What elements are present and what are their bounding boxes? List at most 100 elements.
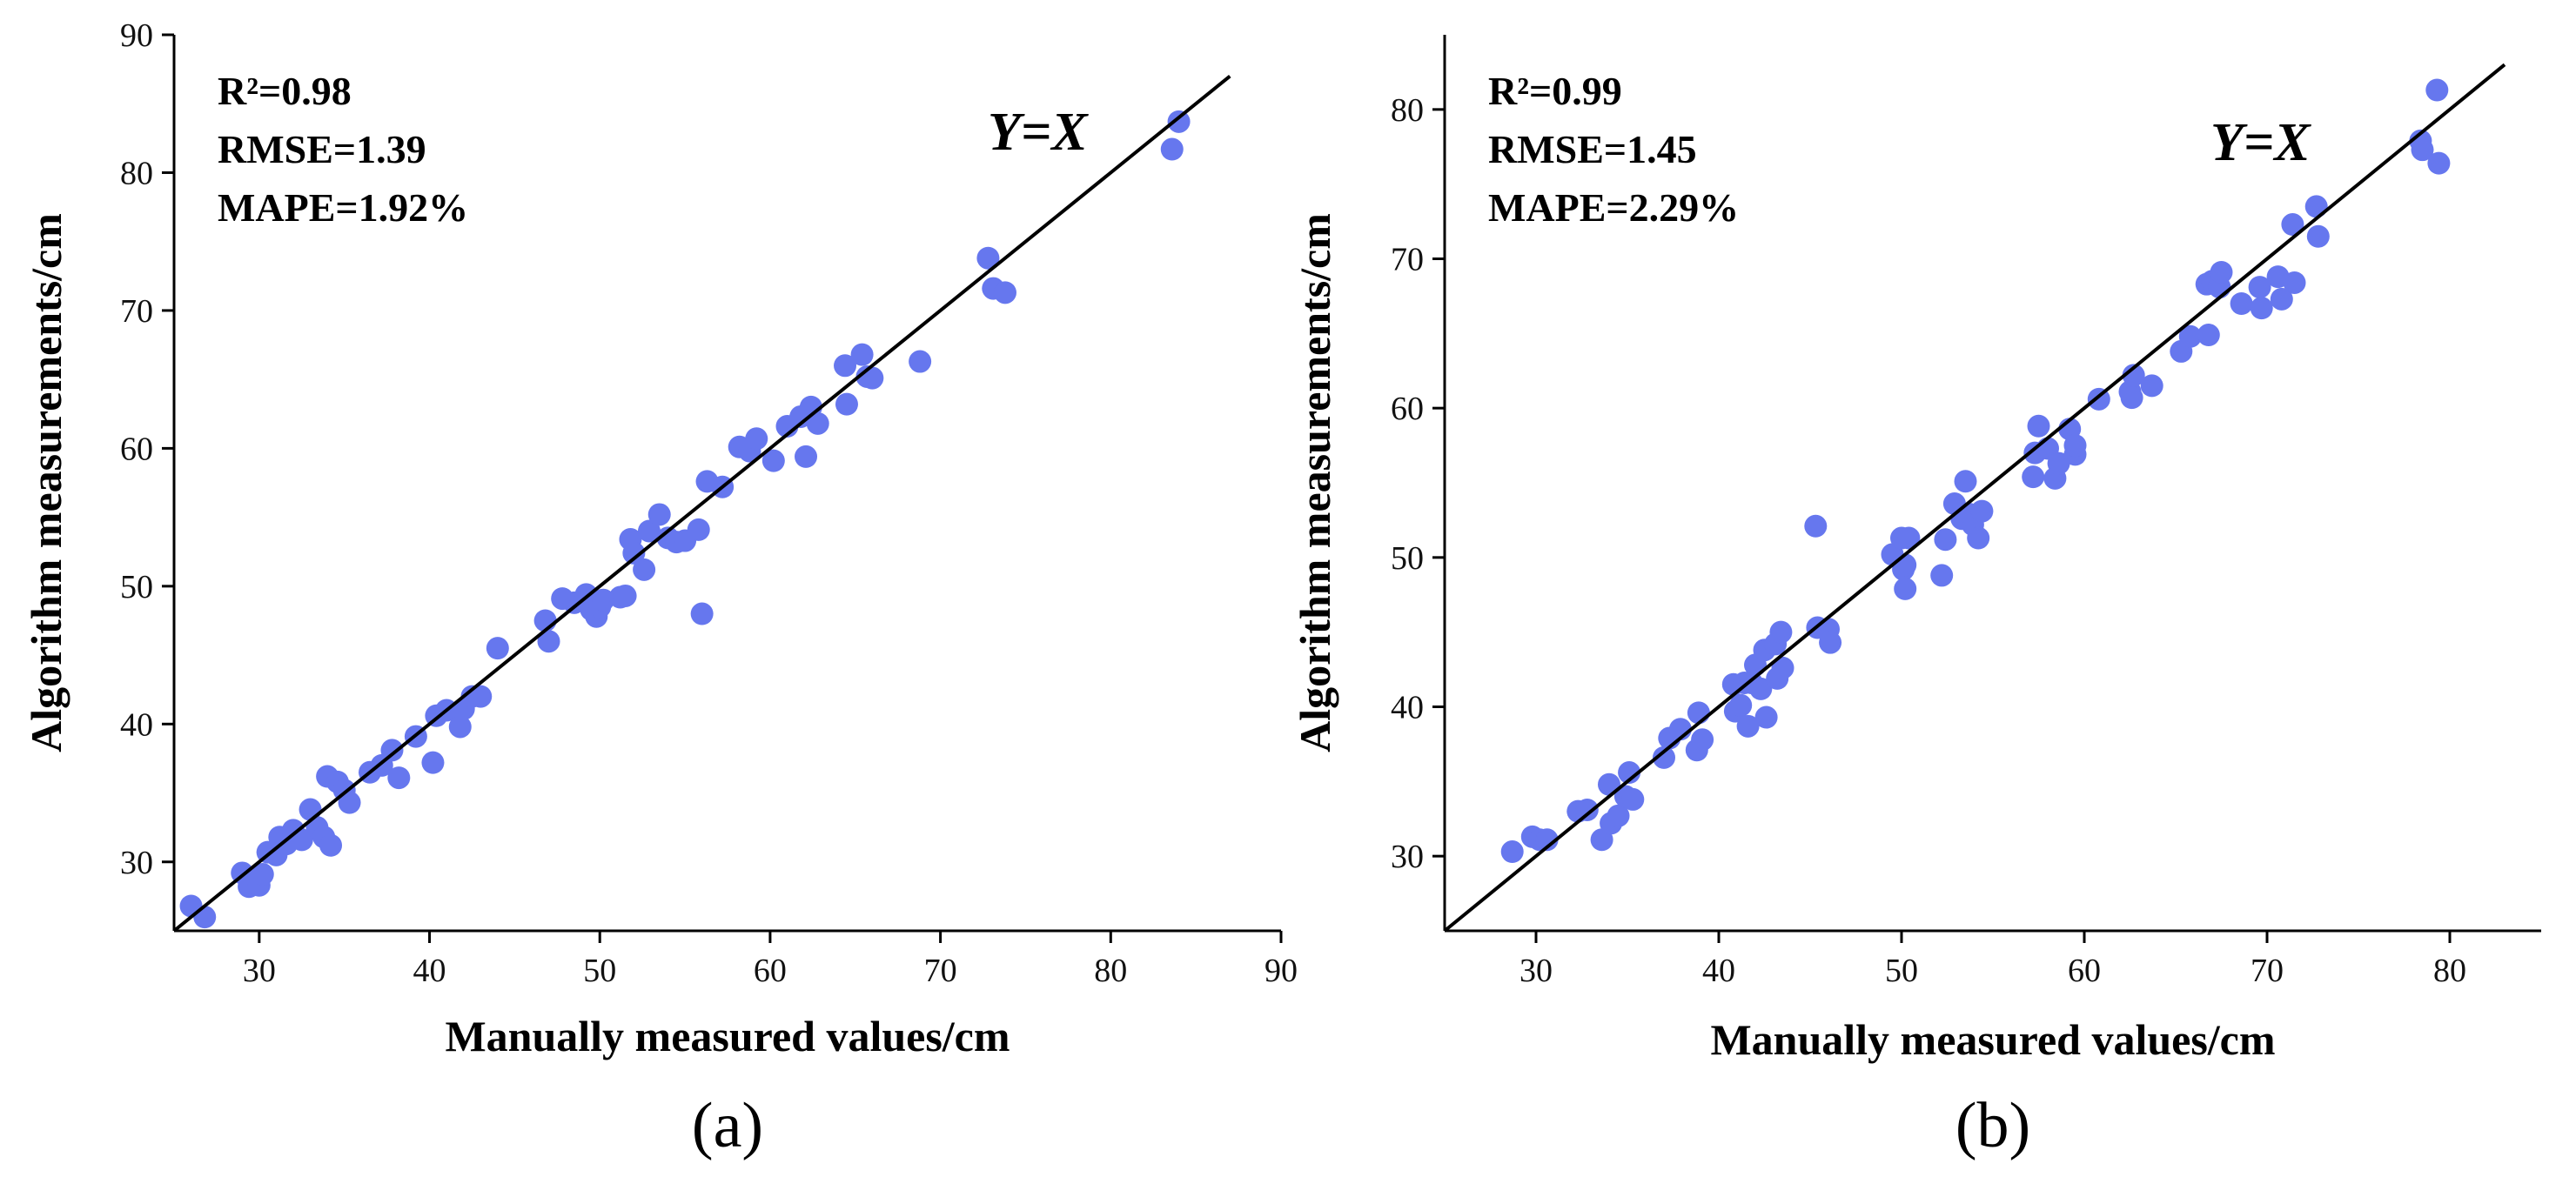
data-point <box>806 411 829 435</box>
data-point <box>614 584 637 607</box>
data-point <box>909 350 932 373</box>
data-point <box>2210 260 2233 284</box>
data-point <box>1500 840 1524 864</box>
data-point <box>2122 364 2145 387</box>
data-point <box>486 637 509 660</box>
data-point <box>2140 374 2163 398</box>
y-equals-x-line <box>172 74 1231 933</box>
data-point <box>1167 110 1191 133</box>
data-point <box>1590 828 1613 852</box>
y-tick-label: 50 <box>1391 540 1424 577</box>
data-point <box>592 588 615 612</box>
data-point <box>633 558 656 581</box>
data-point <box>2304 195 2328 218</box>
data-point <box>193 906 217 929</box>
data-point <box>1819 631 1842 654</box>
data-point <box>2427 151 2451 175</box>
x-tick-label: 40 <box>1702 953 1735 989</box>
data-point <box>1736 714 1760 738</box>
data-point <box>834 354 857 378</box>
data-point <box>1687 701 1710 725</box>
rmse-label: RMSE=1.45 <box>1488 127 1697 171</box>
data-point <box>1653 746 1675 769</box>
data-point <box>2248 276 2271 299</box>
data-point <box>537 630 560 653</box>
y-tick-label: 30 <box>120 845 153 881</box>
data-point <box>835 392 858 416</box>
data-point <box>2281 213 2304 237</box>
line-equation-label: Y=X <box>988 103 1089 162</box>
y-tick-label: 60 <box>120 431 153 467</box>
data-point <box>2027 414 2050 438</box>
chart-panel-a: 30 40 50 60 70 80 90 30 40 50 60 70 80 90 R²=0.98 RM… <box>22 17 1298 1161</box>
data-point <box>850 343 874 366</box>
x-axis-title: Manually measured values/cm <box>445 1012 1010 1060</box>
y-tick-label: 40 <box>120 706 153 743</box>
y-axis-title: Algorithm measurements/cm <box>22 213 70 752</box>
data-point <box>976 246 1000 270</box>
x-axis-ticks: 30 40 50 60 70 80 90 <box>243 931 1298 989</box>
x-tick-label: 30 <box>243 953 276 989</box>
data-point <box>1954 470 1977 493</box>
data-point <box>338 791 361 814</box>
y-tick-label: 80 <box>1391 92 1424 129</box>
data-point <box>2250 297 2273 320</box>
x-axis-title: Manually measured values/cm <box>1710 1015 2275 1064</box>
y-tick-label: 90 <box>120 17 153 54</box>
panel-label-b: (b) <box>1955 1090 2030 1161</box>
data-point <box>1934 528 1957 552</box>
data-point <box>1930 564 1954 587</box>
r-squared-label: R²=0.99 <box>1488 69 1622 113</box>
y-axis-ticks: 30 40 50 60 70 80 90 <box>120 17 174 881</box>
x-tick-label: 70 <box>2251 953 2284 989</box>
data-point <box>1618 761 1641 785</box>
data-point <box>1535 828 1559 852</box>
rmse-label: RMSE=1.39 <box>218 127 426 171</box>
scatter-points <box>1500 78 2451 864</box>
data-point <box>1754 706 1778 729</box>
data-point <box>1160 137 1184 161</box>
data-point <box>795 445 818 468</box>
data-point <box>2425 78 2449 102</box>
y-tick-label: 40 <box>1391 690 1424 726</box>
data-point <box>2411 138 2434 162</box>
y-tick-label: 50 <box>120 569 153 605</box>
data-point <box>448 715 472 739</box>
data-point <box>380 739 404 762</box>
x-tick-label: 50 <box>1885 953 1918 989</box>
data-point <box>761 449 785 472</box>
data-point <box>2063 434 2087 458</box>
x-tick-label: 80 <box>2433 953 2466 989</box>
data-point <box>469 685 493 708</box>
data-point <box>421 751 445 774</box>
data-point <box>1894 553 1917 577</box>
data-point <box>2120 386 2143 410</box>
data-point <box>1729 693 1753 717</box>
data-point <box>251 863 274 886</box>
data-point <box>387 766 411 790</box>
data-point <box>637 519 661 543</box>
data-point <box>2197 324 2220 347</box>
x-axis-ticks: 30 40 50 60 70 80 <box>1519 931 2466 989</box>
panel-label-a: (a) <box>692 1090 763 1161</box>
data-point <box>1894 577 1917 600</box>
y-tick-label: 70 <box>1391 242 1424 278</box>
y-equals-x-line <box>1443 63 2506 933</box>
x-tick-label: 60 <box>754 953 787 989</box>
data-point <box>1771 656 1794 679</box>
x-tick-label: 30 <box>1519 953 1553 989</box>
data-point <box>1769 620 1793 644</box>
mape-label: MAPE=2.29% <box>1488 185 1739 230</box>
data-point <box>319 833 343 857</box>
y-tick-label: 70 <box>120 293 153 330</box>
x-tick-label: 80 <box>1094 953 1127 989</box>
data-point <box>993 281 1016 304</box>
data-point <box>1621 787 1645 811</box>
data-point <box>622 541 646 565</box>
data-point <box>1607 804 1630 827</box>
data-point <box>2283 271 2306 294</box>
data-point <box>2230 292 2253 315</box>
y-tick-label: 80 <box>120 155 153 191</box>
data-point <box>2022 465 2045 489</box>
